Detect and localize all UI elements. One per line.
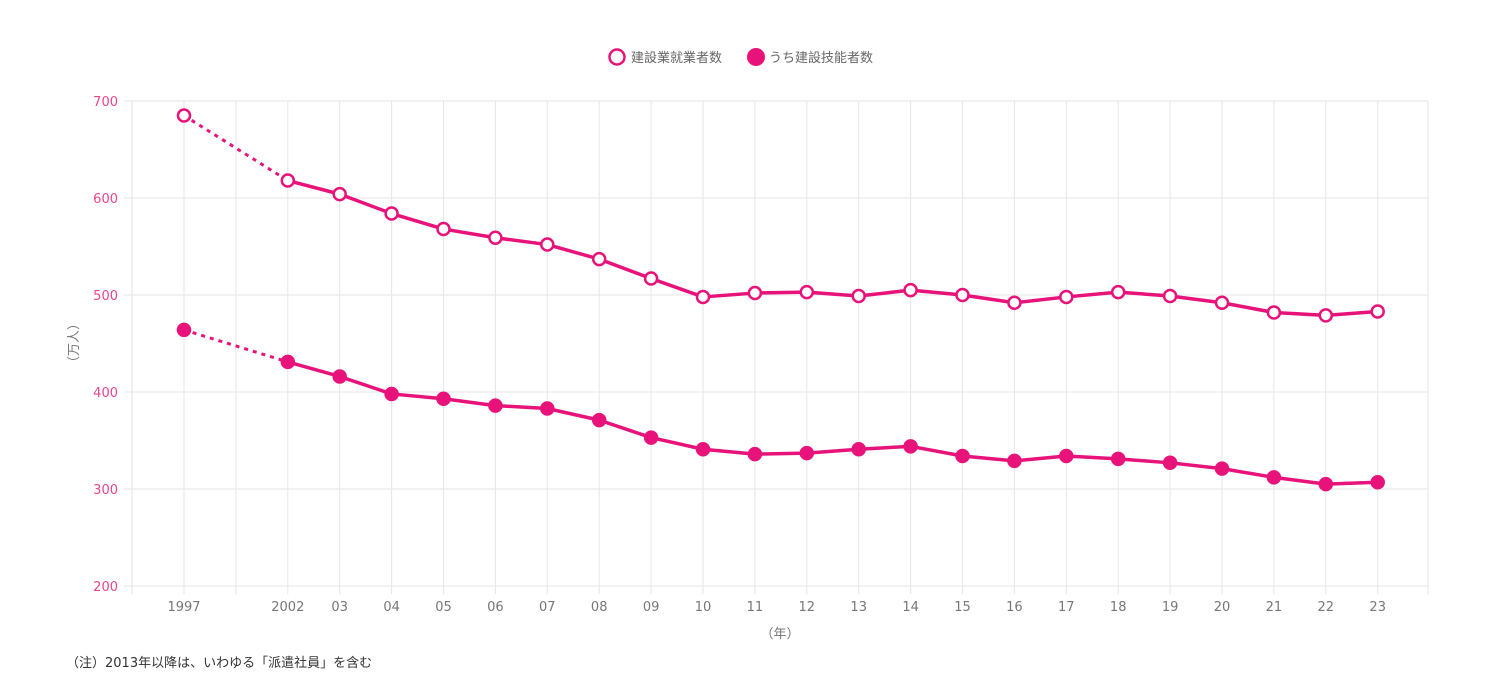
series-0-point bbox=[280, 173, 296, 188]
series-0-point bbox=[591, 251, 607, 267]
y-tick-label: 200 bbox=[93, 580, 118, 595]
series-1-point bbox=[799, 445, 815, 461]
x-tick-label: 23 bbox=[1369, 600, 1386, 615]
series-0-point bbox=[436, 221, 451, 237]
x-axis-title: （年） bbox=[760, 627, 799, 642]
x-tick-label: 15 bbox=[954, 600, 971, 615]
x-tick-label: 04 bbox=[383, 600, 400, 615]
x-tick-label: 1997 bbox=[167, 600, 200, 615]
series-1-point bbox=[851, 441, 866, 457]
series-0-point bbox=[903, 282, 918, 298]
series-1-point bbox=[1266, 470, 1282, 485]
x-tick-label: 06 bbox=[487, 600, 504, 615]
series-0-line bbox=[287, 178, 1378, 318]
legend-label: うち建設技能者数 bbox=[769, 50, 873, 66]
series-1-point bbox=[1318, 476, 1334, 492]
series-0-point bbox=[1162, 288, 1178, 304]
legend-open-circle-icon bbox=[608, 48, 626, 66]
x-tick-label: 11 bbox=[747, 600, 764, 615]
x-tick-label: 22 bbox=[1318, 600, 1335, 615]
series-1-point bbox=[488, 398, 503, 413]
series-1-point bbox=[747, 446, 763, 462]
series-0-point bbox=[1059, 289, 1074, 305]
series-1-point bbox=[384, 386, 399, 402]
x-tick-label: 21 bbox=[1266, 600, 1283, 615]
series-0-point bbox=[1214, 295, 1230, 311]
series-1-point bbox=[1110, 451, 1126, 467]
x-tick-label: 13 bbox=[850, 600, 867, 615]
x-tick-label: 14 bbox=[902, 600, 919, 615]
series-0-point bbox=[851, 288, 866, 304]
x-tick-label: 07 bbox=[539, 600, 556, 615]
series-1-point bbox=[436, 391, 451, 407]
series-0-point bbox=[955, 287, 970, 303]
series-0-point bbox=[540, 237, 555, 252]
series-1-point bbox=[1162, 455, 1178, 471]
series-0-point bbox=[1007, 295, 1022, 311]
series-1-point bbox=[332, 369, 347, 384]
x-tick-label: 10 bbox=[695, 600, 712, 615]
series-1-point bbox=[1007, 453, 1022, 469]
series-1-point bbox=[643, 430, 659, 445]
x-tick-label: 19 bbox=[1162, 600, 1179, 615]
series-1-point bbox=[955, 448, 970, 464]
series-0-point bbox=[643, 271, 659, 286]
series-0-point bbox=[384, 206, 399, 221]
legend-label: 建設業就業者数 bbox=[631, 50, 722, 66]
series-0-point bbox=[747, 285, 763, 301]
y-tick-label: 400 bbox=[93, 386, 118, 401]
series-1-point bbox=[1214, 461, 1230, 476]
series-1-dotted-segment bbox=[183, 328, 289, 364]
series-0-point bbox=[1318, 308, 1334, 323]
x-tick-label: 09 bbox=[643, 600, 660, 615]
y-tick-label: 300 bbox=[93, 483, 118, 498]
series-0-point bbox=[1370, 304, 1385, 319]
series-1-point bbox=[1059, 448, 1074, 464]
series-1-point bbox=[903, 439, 918, 454]
series-0-dotted-segment bbox=[183, 114, 289, 182]
x-tick-label: 2002 bbox=[271, 600, 304, 615]
series-0-point bbox=[1110, 284, 1126, 300]
series-0-point bbox=[695, 289, 711, 305]
x-tick-label: 05 bbox=[435, 600, 452, 615]
y-tick-label: 500 bbox=[93, 289, 118, 304]
y-axis-title: （万人） bbox=[67, 317, 82, 369]
x-tick-label: 20 bbox=[1214, 600, 1231, 615]
x-tick-label: 17 bbox=[1058, 600, 1075, 615]
series-1-point bbox=[176, 322, 192, 338]
x-tick-label: 12 bbox=[799, 600, 816, 615]
series-1-point bbox=[540, 401, 555, 416]
series-0-point bbox=[332, 186, 347, 202]
x-tick-label: 03 bbox=[331, 600, 348, 615]
series-1-point bbox=[280, 354, 296, 370]
x-tick-label: 18 bbox=[1110, 600, 1127, 615]
series-1-point bbox=[1370, 474, 1385, 490]
series-1-point bbox=[695, 441, 711, 457]
legend-filled-circle-icon bbox=[747, 48, 765, 66]
x-tick-label: 08 bbox=[591, 600, 608, 615]
series-0-point bbox=[176, 108, 192, 123]
x-tick-label: 16 bbox=[1006, 600, 1023, 615]
series-0-point bbox=[488, 230, 503, 246]
series-1-line bbox=[287, 360, 1378, 486]
series-0-point bbox=[1266, 305, 1282, 320]
series-1-point bbox=[591, 412, 607, 428]
series-0-point bbox=[799, 284, 815, 300]
y-tick-label: 600 bbox=[93, 192, 118, 207]
y-tick-label: 700 bbox=[93, 95, 118, 110]
footnote: （注）2013年以降は、いわゆる「派遣社員」を含む bbox=[66, 656, 373, 671]
